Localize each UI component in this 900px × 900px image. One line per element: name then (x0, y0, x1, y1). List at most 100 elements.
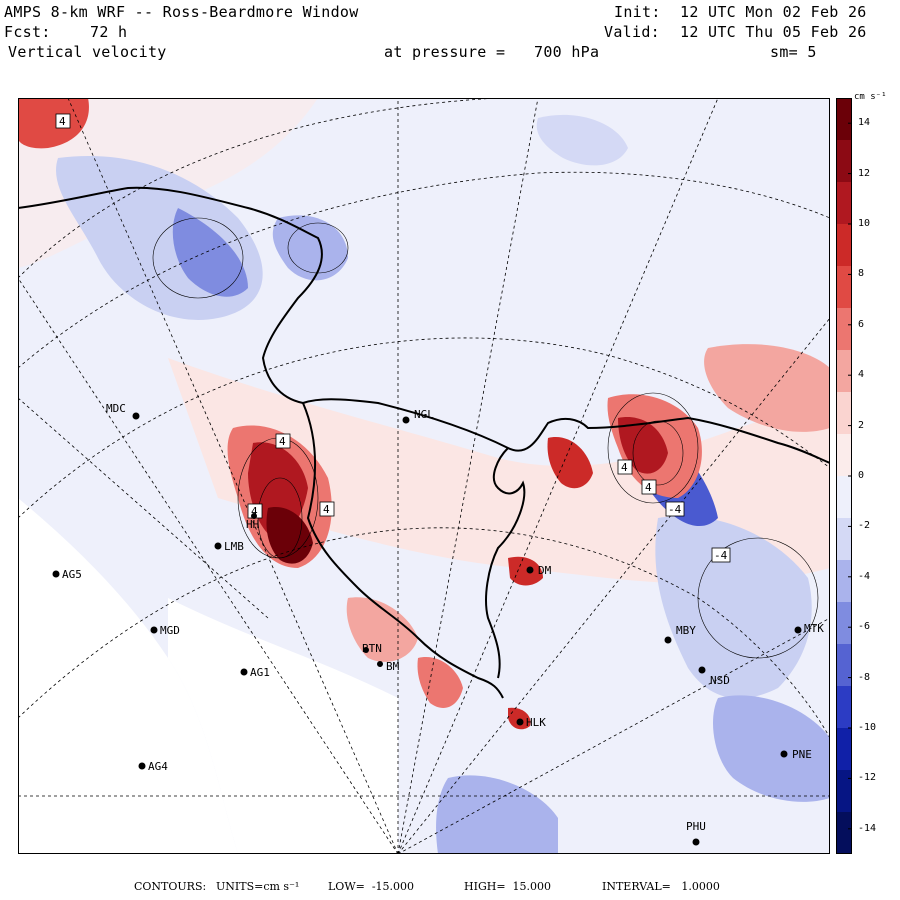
contour-lines (152, 217, 819, 659)
colorbar (836, 98, 852, 854)
station-marker: PNE (780, 748, 812, 761)
svg-text:4: 4 (279, 435, 286, 448)
station-marker: HH (246, 513, 259, 531)
colorbar-segment (836, 770, 852, 813)
colorbar-segment (836, 392, 852, 435)
svg-text:BM: BM (386, 660, 400, 673)
station-marker: BM (377, 660, 400, 673)
svg-text:MTK: MTK (804, 622, 824, 635)
svg-text:BTN: BTN (362, 642, 382, 655)
descent-area (536, 114, 628, 166)
colorbar-tick-label: 4 (858, 369, 865, 381)
colorbar-tick-label: 2 (858, 419, 865, 431)
svg-text:4: 4 (251, 505, 258, 518)
station-marker: AG5 (52, 568, 82, 581)
footer-units: UNITS=cm s⁻¹ (216, 880, 300, 893)
colorbar-segment (836, 98, 852, 141)
station-marker: LMB (214, 540, 244, 553)
smoothing-label: sm= 5 (770, 43, 817, 61)
ascent-area (704, 344, 830, 432)
svg-text:PHU: PHU (686, 820, 706, 833)
colorbar-tick-label: -8 (858, 671, 871, 683)
station-marker: MGD (150, 624, 180, 637)
station-marker: PHU (686, 820, 706, 846)
svg-text:AG5: AG5 (62, 568, 82, 581)
valid-label: Valid: (604, 23, 660, 41)
station-marker: MBY (664, 624, 696, 644)
descent-area (272, 215, 348, 281)
coastline (18, 186, 830, 464)
colorbar-segment (836, 308, 852, 351)
svg-text:NGL: NGL (414, 408, 434, 421)
pressure-value: 700 hPa (534, 43, 600, 61)
svg-text:HLK: HLK (526, 716, 546, 729)
colorbar-segment (836, 812, 852, 854)
descent-area (436, 775, 558, 854)
ascent-area (508, 556, 543, 586)
coastline (485, 447, 526, 679)
ascent-area (618, 417, 668, 474)
station-marker: MTK (794, 622, 824, 635)
station-marker: MDC (106, 402, 140, 420)
colorbar-tick-label: 8 (858, 268, 865, 280)
plot-title: AMPS 8-km WRF -- Ross-Beardmore Window (4, 3, 359, 21)
svg-text:4: 4 (59, 115, 66, 128)
no-data-region (18, 498, 238, 854)
svg-text:NSD: NSD (710, 674, 730, 687)
station-marker: AG1 (240, 666, 270, 679)
forecast-hours: 72 h (90, 23, 128, 41)
pressure-label: at pressure = (384, 43, 506, 61)
descent-area (172, 208, 248, 297)
colorbar-segment (836, 140, 852, 183)
colorbar-tick-label: -6 (858, 621, 871, 633)
colorbar-segment (836, 602, 852, 645)
colorbar-segment (836, 644, 852, 687)
station-marker: NSD (698, 666, 730, 687)
forecast-label: Fcst: (4, 23, 51, 41)
init-time: 12 UTC Mon 02 Feb 26 (680, 3, 867, 21)
contour-label: 4 (275, 433, 291, 449)
colorbar-tick-label: -12 (858, 772, 877, 784)
svg-text:AG1: AG1 (250, 666, 270, 679)
svg-text:4: 4 (323, 503, 330, 516)
colorbar-tick-label: -10 (858, 722, 877, 733)
svg-text:HH: HH (246, 518, 259, 531)
svg-text:AG4: AG4 (148, 760, 168, 773)
station-marker: BTN (362, 642, 382, 655)
colorbar-segment (836, 476, 852, 519)
colorbar-tick-label: 12 (858, 167, 871, 179)
colorbar-tick-label: 6 (858, 318, 865, 330)
footer-contours-label: CONTOURS: (134, 880, 207, 893)
contour-label: 4 (319, 501, 335, 517)
descent-area (713, 695, 830, 802)
ascent-area (18, 98, 89, 149)
valid-time: 12 UTC Thu 05 Feb 26 (680, 23, 867, 41)
no-data-region (168, 598, 398, 854)
svg-text:MDC: MDC (106, 402, 126, 415)
ascent-area (417, 657, 463, 708)
contour-label: 4 (55, 113, 71, 129)
colorbar-segment (836, 266, 852, 309)
colorbar-segment (836, 518, 852, 561)
svg-text:MBY: MBY (676, 624, 696, 637)
colorbar-segment (836, 182, 852, 225)
colorbar-segment (836, 434, 852, 477)
ascent-area (346, 597, 418, 662)
colorbar-tick-label: -2 (858, 520, 871, 532)
ascent-area (508, 707, 531, 730)
coastline (302, 402, 504, 699)
contour-label: -4 (711, 547, 731, 563)
svg-text:MGD: MGD (160, 624, 180, 637)
colorbar-segment (836, 350, 852, 393)
colorbar-tick-label: 0 (858, 470, 865, 481)
colorbar-segment (836, 686, 852, 729)
svg-text:-4: -4 (668, 503, 682, 516)
colorbar-segment (836, 560, 852, 603)
svg-text:PNE: PNE (792, 748, 812, 761)
footer-low: LOW= -15.000 (328, 880, 415, 893)
svg-text:4: 4 (645, 481, 652, 494)
svg-text:-4: -4 (714, 549, 728, 562)
field-name: Vertical velocity (8, 43, 167, 61)
init-label: Init: (614, 3, 661, 21)
station-marker: NGL (402, 408, 434, 424)
